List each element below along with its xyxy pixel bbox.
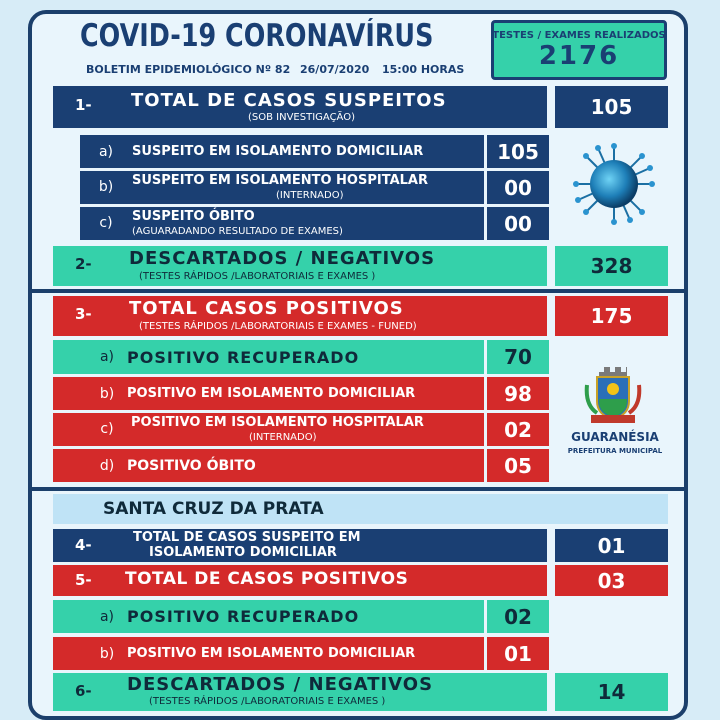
positive-hospital-row: c) POSITIVO EM ISOLAMENTO HOSPITALAR (IN…	[53, 413, 484, 446]
tests-value: 2176	[538, 40, 620, 71]
suspected-death-row: c) SUSPEITO ÓBITO (AGUARADANDO RESULTADO…	[80, 207, 484, 240]
district-header: SANTA CRUZ DA PRATA	[53, 494, 668, 524]
district-title: SANTA CRUZ DA PRATA	[103, 499, 324, 519]
positive-home-row: b) POSITIVO EM ISOLAMENTO DOMICILIAR	[53, 377, 484, 410]
suspected-hospital-row: b) SUSPEITO EM ISOLAMENTO HOSPITALAR (IN…	[80, 171, 484, 204]
row-letter: a)	[99, 608, 115, 625]
row-label: DESCARTADOS / NEGATIVOS	[127, 674, 434, 695]
positive-death-value: 05	[487, 449, 549, 482]
row-note: (TESTES RÁPIDOS /LABORATORIAIS E EXAMES …	[139, 271, 376, 282]
row-label: POSITIVO RECUPERADO	[127, 347, 360, 367]
district-positive-value: 03	[555, 565, 668, 596]
row-index: 5-	[75, 571, 92, 589]
coronavirus-icon	[572, 142, 656, 226]
row-label: TOTAL DE CASOS POSITIVOS	[125, 569, 409, 589]
row-index: 1-	[75, 96, 92, 114]
row-note: (INTERNADO)	[249, 432, 317, 443]
positive-death-row: d) POSITIVO ÓBITO	[53, 449, 484, 482]
district-recovered-value: 02	[487, 600, 549, 633]
row-label: POSITIVO ÓBITO	[127, 457, 256, 474]
positive-recovered-value: 70	[487, 340, 549, 374]
row-letter: a)	[98, 143, 114, 160]
page-title: COVID-19 CORONAVÍRUS	[80, 18, 434, 54]
row-index: 4-	[75, 536, 92, 554]
positive-home-value: 98	[487, 377, 549, 410]
row-label-line2: ISOLAMENTO DOMICILIAR	[149, 545, 337, 560]
suspected-death-value: 00	[487, 207, 549, 240]
row-label: TOTAL CASOS POSITIVOS	[129, 298, 404, 319]
row-label: POSITIVO EM ISOLAMENTO DOMICILIAR	[127, 386, 416, 401]
row-letter: a)	[99, 349, 115, 365]
district-suspected-value: 01	[555, 529, 668, 562]
suspected-hospital-value: 00	[487, 171, 549, 204]
row-label-line1: TOTAL DE CASOS SUSPEITO EM	[133, 530, 361, 545]
discarded-row: 2- DESCARTADOS / NEGATIVOS (TESTES RÁPID…	[53, 246, 547, 286]
discarded-value: 328	[555, 246, 668, 286]
row-label: SUSPEITO ÓBITO	[132, 209, 255, 224]
row-letter: b)	[99, 385, 115, 402]
row-letter: c)	[100, 421, 114, 437]
tests-label: TESTES / EXAMES REALIZADOS	[492, 29, 666, 41]
row-index: 6-	[75, 682, 92, 700]
row-letter: d)	[99, 457, 115, 474]
suspected-total-value: 105	[555, 86, 668, 128]
district-home-row: b) POSITIVO EM ISOLAMENTO DOMICILIAR	[53, 637, 484, 670]
tests-panel: TESTES / EXAMES REALIZADOS 2176	[491, 20, 667, 80]
row-note: (SOB INVESTIGAÇÃO)	[248, 112, 355, 123]
row-label: POSITIVO EM ISOLAMENTO HOSPITALAR	[131, 415, 424, 430]
row-label: POSITIVO RECUPERADO	[127, 607, 360, 626]
row-index: 3-	[75, 305, 92, 323]
city-crest-icon	[583, 365, 643, 427]
divider	[28, 289, 688, 293]
row-letter: b)	[98, 179, 114, 195]
row-label: POSITIVO EM ISOLAMENTO DOMICILIAR	[127, 646, 416, 661]
district-recovered-row: a) POSITIVO RECUPERADO	[53, 600, 484, 633]
row-note: (AGUARADANDO RESULTADO DE EXAMES)	[132, 226, 343, 237]
row-label: TOTAL DE CASOS SUSPEITOS	[131, 90, 447, 111]
row-label: DESCARTADOS / NEGATIVOS	[129, 248, 436, 269]
row-note: (TESTES RÁPIDOS /LABORATORIAIS E EXAMES …	[149, 696, 386, 707]
bulletin-time: 15:00 HORAS	[382, 63, 465, 76]
district-suspected-row: 4- TOTAL DE CASOS SUSPEITO EM ISOLAMENTO…	[53, 529, 547, 562]
row-letter: c)	[99, 215, 113, 231]
row-label: SUSPEITO EM ISOLAMENTO DOMICILIAR	[132, 144, 424, 159]
row-label: SUSPEITO EM ISOLAMENTO HOSPITALAR	[132, 173, 428, 188]
row-note: (INTERNADO)	[276, 190, 344, 201]
logo-name: GUARANÉSIA	[571, 430, 659, 444]
row-note: (TESTES RÁPIDOS /LABORATORIAIS E EXAMES …	[139, 321, 417, 332]
district-positive-row: 5- TOTAL DE CASOS POSITIVOS	[53, 565, 547, 596]
district-discarded-row: 6- DESCARTADOS / NEGATIVOS (TESTES RÁPID…	[53, 673, 547, 711]
district-home-value: 01	[487, 637, 549, 670]
positive-recovered-row: a) POSITIVO RECUPERADO	[53, 340, 484, 374]
row-letter: b)	[99, 645, 115, 662]
suspected-total-row: 1- TOTAL DE CASOS SUSPEITOS (SOB INVESTI…	[53, 86, 547, 128]
positive-total-value: 175	[555, 296, 668, 336]
suspected-home-row: a) SUSPEITO EM ISOLAMENTO DOMICILIAR	[80, 135, 484, 168]
positive-total-row: 3- TOTAL CASOS POSITIVOS (TESTES RÁPIDOS…	[53, 296, 547, 336]
divider	[28, 487, 688, 491]
suspected-home-value: 105	[487, 135, 549, 168]
bulletin-date: 26/07/2020	[300, 63, 370, 76]
positive-hospital-value: 02	[487, 413, 549, 446]
row-index: 2-	[75, 255, 92, 273]
logo-sub: PREFEITURA MUNICIPAL	[567, 447, 663, 455]
bulletin-number: BOLETIM EPIDEMIOLÓGICO Nº 82	[86, 63, 291, 76]
district-discarded-value: 14	[555, 673, 668, 711]
